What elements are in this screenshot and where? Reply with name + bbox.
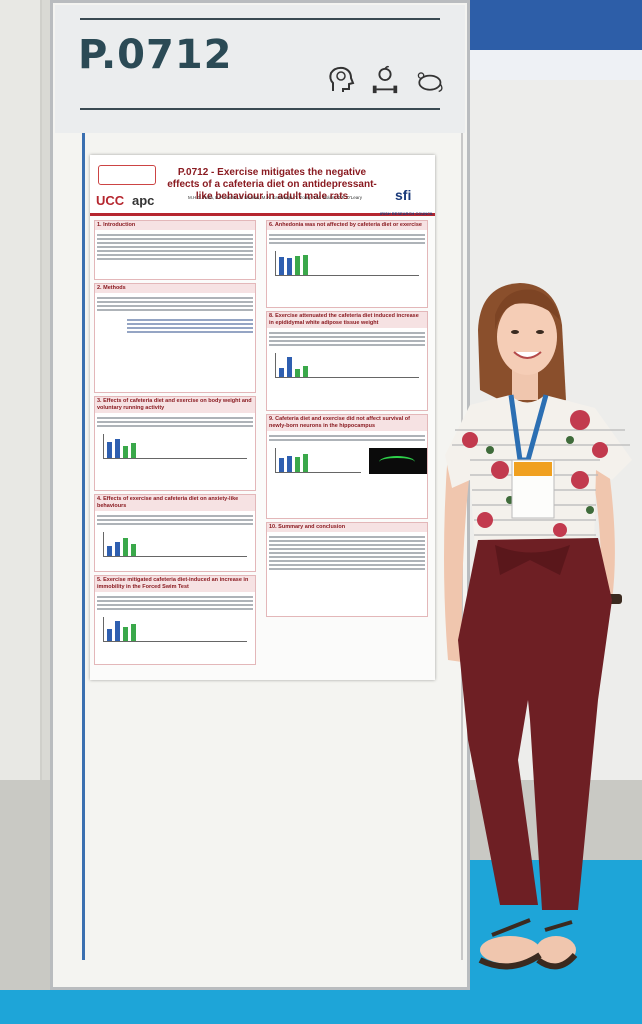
header-line-bottom bbox=[80, 108, 440, 110]
poster-section: 1. Introduction bbox=[94, 220, 256, 280]
poster-mini-chart bbox=[103, 532, 247, 557]
brain-head-icon bbox=[326, 64, 356, 96]
poster-section: 9. Cafeteria diet and exercise did not a… bbox=[266, 414, 428, 519]
poster-section: 8. Exercise attenuated the cafeteria die… bbox=[266, 311, 428, 411]
apple-dumbbell-icon bbox=[370, 64, 400, 96]
poster-mini-chart bbox=[275, 353, 419, 378]
poster-number: P.0712 bbox=[78, 32, 233, 78]
irish-research-council-logo: IRISH RESEARCH COUNCIL bbox=[380, 211, 434, 216]
poster-section: 5. Exercise mitigated cafeteria diet-ind… bbox=[94, 575, 256, 665]
poster-mini-chart bbox=[275, 251, 419, 276]
left-wall bbox=[0, 0, 42, 900]
board-header bbox=[55, 5, 465, 133]
rat-icon bbox=[414, 64, 444, 96]
poster-header: UCC apc P.0712 - Exercise mitigates the … bbox=[90, 155, 435, 216]
poster-title: P.0712 - Exercise mitigates the negative… bbox=[167, 167, 377, 202]
poster-section: 2. Methods bbox=[94, 283, 256, 393]
sfi-logo: sfi bbox=[395, 187, 412, 203]
ceiling-light bbox=[470, 50, 642, 80]
poster-authors: M.H.C. Nota, E.P. Harris, S. Nicolas, M.… bbox=[187, 195, 362, 200]
theme-icons bbox=[326, 64, 444, 96]
header-line-top bbox=[80, 18, 440, 20]
ucc-logo: UCC bbox=[96, 193, 125, 208]
poster-right-column: 6. Anhedonia was not affected by cafeter… bbox=[262, 217, 432, 617]
poster-left-column: 1. Introduction 2. Methods 3. Effects of… bbox=[90, 217, 260, 665]
hippocampus-micrograph bbox=[369, 448, 427, 474]
poster-section: 10. Summary and conclusion bbox=[266, 522, 428, 617]
anatomical-society-logo bbox=[98, 165, 156, 185]
apc-logo: apc bbox=[132, 193, 155, 208]
carpet-strip bbox=[0, 990, 642, 1024]
poster-mini-chart bbox=[275, 448, 361, 473]
poster-section: 6. Anhedonia was not affected by cafeter… bbox=[266, 220, 428, 308]
poster-section: 4. Effects of exercise and cafeteria die… bbox=[94, 494, 256, 572]
poster-section: 3. Effects of cafeteria diet and exercis… bbox=[94, 396, 256, 491]
poster-mini-chart bbox=[103, 617, 247, 642]
scientific-poster: UCC apc P.0712 - Exercise mitigates the … bbox=[90, 155, 435, 680]
poster-mini-chart bbox=[103, 434, 247, 459]
